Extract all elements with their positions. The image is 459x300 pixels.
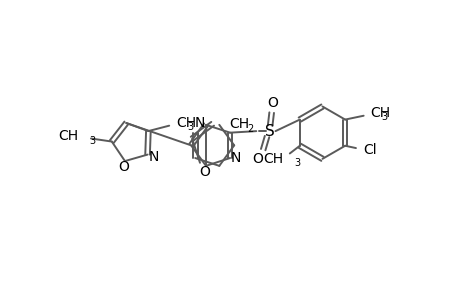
Text: 3: 3: [381, 112, 386, 122]
Text: 2: 2: [246, 124, 253, 134]
Text: Cl: Cl: [363, 143, 376, 158]
Text: N: N: [148, 150, 158, 164]
Text: CH: CH: [262, 152, 282, 166]
Text: N: N: [194, 116, 205, 130]
Text: O: O: [266, 96, 277, 110]
Text: S: S: [265, 124, 274, 139]
Text: CH: CH: [58, 129, 78, 143]
Text: 3: 3: [89, 136, 95, 146]
Text: N: N: [230, 151, 241, 165]
Text: O: O: [118, 160, 129, 174]
Text: CH: CH: [229, 117, 249, 131]
Text: 3: 3: [294, 158, 300, 169]
Text: 3: 3: [187, 122, 193, 132]
Text: O: O: [252, 152, 263, 166]
Text: CH: CH: [369, 106, 389, 120]
Text: CH: CH: [176, 116, 196, 130]
Text: O: O: [199, 165, 209, 179]
